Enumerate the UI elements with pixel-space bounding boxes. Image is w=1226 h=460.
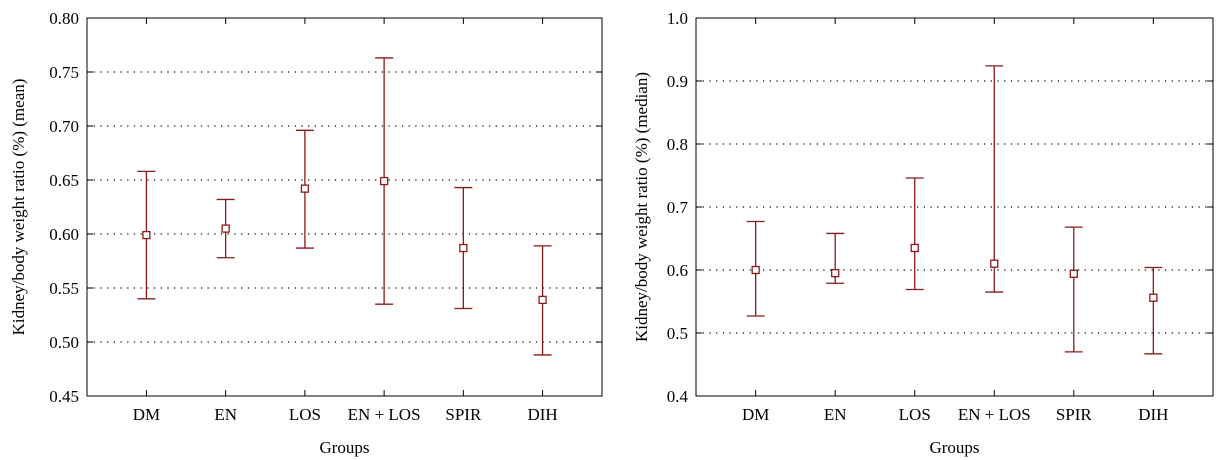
data-point — [990, 259, 999, 268]
data-point — [538, 295, 547, 305]
x-tick-label: EN — [214, 405, 237, 424]
x-tick-label: LOS — [289, 405, 321, 424]
y-tick-label: 0.9 — [667, 72, 688, 91]
x-axis-title: Groups — [319, 438, 369, 457]
y-tick-label: 0.60 — [49, 225, 79, 244]
y-axis-title: Kidney/body weight ratio (%) (median) — [632, 72, 651, 342]
y-tick-label: 0.80 — [49, 9, 79, 28]
y-tick-label: 0.4 — [667, 387, 689, 406]
data-point — [831, 268, 840, 278]
y-tick-label: 0.7 — [667, 198, 689, 217]
y-tick-label: 0.8 — [667, 135, 688, 154]
data-point — [459, 243, 468, 253]
y-tick-label: 0.45 — [49, 387, 79, 406]
x-tick-label: EN — [824, 405, 847, 424]
data-point — [1149, 293, 1158, 302]
y-tick-label: 1.0 — [667, 9, 688, 28]
left-chart-mean: 0.45 0.50 0.55 0.60 0.65 0.70 0.75 0.80 DM EN LOS E… — [9, 9, 603, 457]
x-tick-label: DM — [742, 405, 769, 424]
x-tick-label: SPIR — [445, 405, 482, 424]
plot-frame — [695, 17, 1214, 397]
data-point — [300, 184, 310, 193]
data-point — [142, 230, 151, 240]
data-point — [910, 243, 919, 253]
x-tick-label: EN + LOS — [958, 405, 1031, 424]
data-point — [379, 176, 389, 186]
y-tick-label: 0.75 — [49, 63, 79, 82]
y-tick-label: 0.55 — [49, 279, 79, 298]
data-point — [1069, 269, 1078, 278]
x-tick-label: EN + LOS — [348, 405, 421, 424]
y-tick-label: 0.6 — [667, 261, 688, 280]
y-axis-title: Kidney/body weight ratio (%) (mean) — [9, 79, 28, 336]
x-tick-label: DIH — [1138, 405, 1168, 424]
plot-frame — [86, 17, 603, 397]
y-tick-label: 0.50 — [49, 333, 79, 352]
right-chart-median: 0.4 0.5 0.6 0.7 0.8 0.9 1.0 DM EN LOS EN + LOS SPIR… — [632, 9, 1214, 457]
data-point — [751, 265, 760, 275]
x-tick-label: SPIR — [1056, 405, 1093, 424]
y-tick-label: 0.65 — [49, 171, 79, 190]
x-axis-title: Groups — [929, 438, 979, 457]
x-tick-label: DM — [133, 405, 160, 424]
y-tick-label: 0.5 — [667, 324, 688, 343]
x-tick-label: DIH — [527, 405, 557, 424]
data-point — [221, 224, 230, 233]
y-tick-label: 0.70 — [49, 117, 79, 136]
x-tick-label: LOS — [899, 405, 931, 424]
